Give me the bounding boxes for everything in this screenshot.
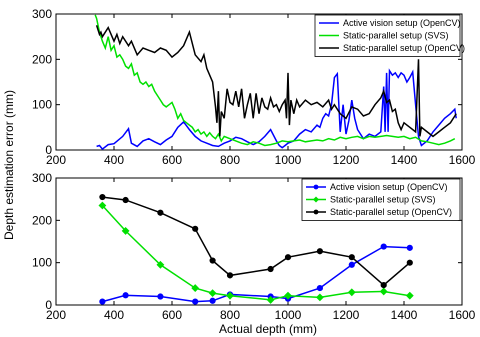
data-point-marker <box>98 201 107 210</box>
data-point-marker <box>122 292 129 299</box>
x-tick-label: 800 <box>220 308 240 322</box>
data-point-marker <box>284 291 292 300</box>
legend-entry-label: Static-parallel setup (SVS) <box>343 31 449 41</box>
data-point-marker <box>191 284 200 292</box>
legend-marker <box>313 184 319 190</box>
x-tick-label: 600 <box>162 153 182 167</box>
x-tick-label: 400 <box>104 153 124 167</box>
x-axis-label: Actual depth (mm) <box>219 322 317 336</box>
legend-entry-label: Static-parallel setup (OpenCV) <box>343 43 465 53</box>
x-tick-label: 1400 <box>391 153 418 167</box>
legend: Active vision setup (OpenCV) Static-paral… <box>314 14 465 57</box>
data-point-marker <box>380 282 387 289</box>
data-point-marker <box>405 291 414 300</box>
series-line-1 <box>94 14 456 147</box>
data-point-marker <box>156 260 165 269</box>
data-point-marker <box>226 272 234 279</box>
y-tick-label: 100 <box>32 98 52 112</box>
x-tick-label: 600 <box>162 308 182 322</box>
data-point-marker <box>226 291 234 300</box>
x-tick-label: 200 <box>46 153 66 167</box>
data-point-marker <box>192 225 199 232</box>
data-point-marker <box>406 244 413 251</box>
data-point-marker <box>209 257 216 264</box>
x-tick-label: 1400 <box>391 308 418 322</box>
x-tick-label: 800 <box>220 153 240 167</box>
series-line-0 <box>96 68 457 151</box>
legend-box <box>314 14 461 57</box>
legend-box <box>301 178 461 221</box>
data-point-marker <box>192 298 199 305</box>
data-point-marker <box>121 227 130 235</box>
series-line-2 <box>102 196 411 287</box>
data-point-marker <box>208 289 217 298</box>
y-tick-label: 300 <box>32 171 52 185</box>
bottom-plot-panel: 200 400 600 800 1000 1200 1400 1600 0 100 200 300 Ac… <box>32 171 476 322</box>
data-point-marker <box>284 254 292 261</box>
y-tick-label: 300 <box>32 7 52 21</box>
data-point-marker <box>347 288 356 297</box>
series-line-2 <box>95 25 457 138</box>
data-point-marker <box>99 193 106 201</box>
x-tick-label: 1200 <box>333 308 360 322</box>
data-point-marker <box>157 209 164 216</box>
data-point-marker <box>316 248 323 255</box>
y-tick-label: 0 <box>45 298 52 312</box>
legend-marker <box>313 196 319 203</box>
data-point-marker <box>348 261 355 268</box>
data-point-marker <box>157 293 164 300</box>
top-plot-panel: 200 400 600 800 1000 1200 1400 1600 0 100 200 300 Ac… <box>32 7 476 167</box>
legend-marker <box>313 209 319 215</box>
y-tick-label: 200 <box>32 52 52 66</box>
x-tick-label: 1000 <box>275 308 302 322</box>
data-point-marker <box>266 296 275 304</box>
data-point-marker <box>209 297 216 304</box>
x-tick-label: 200 <box>46 308 66 322</box>
y-tick-label: 0 <box>45 143 52 157</box>
data-point-marker <box>406 259 413 266</box>
data-point-marker <box>348 254 355 261</box>
data-point-marker <box>380 243 387 250</box>
legend: Active vision setup (OpenCV) Static-paral… <box>301 178 461 221</box>
x-tick-label: 1200 <box>333 153 360 167</box>
data-point-marker <box>122 196 129 204</box>
x-tick-label: 1600 <box>449 153 476 167</box>
legend-entry-label: Static-parallel setup (OpenCV) <box>330 207 452 217</box>
y-tick-label: 100 <box>32 256 52 270</box>
x-tick-label: 1000 <box>275 153 302 167</box>
y-axis-label: Depth estimation error (mm) <box>2 90 16 240</box>
data-point-marker <box>267 265 274 273</box>
data-point-marker <box>99 298 106 305</box>
legend-entry-label: Active vision setup (OpenCV) <box>343 18 461 28</box>
data-point-marker <box>379 287 388 296</box>
legend-entry-label: Active vision setup (OpenCV) <box>330 182 448 192</box>
legend-entry-label: Static-parallel setup (SVS) <box>330 195 436 205</box>
x-tick-label: 400 <box>104 308 124 322</box>
data-point-marker <box>316 284 323 292</box>
data-point-marker <box>315 293 324 302</box>
series-line-1 <box>101 204 410 301</box>
y-tick-label: 200 <box>32 213 52 227</box>
x-tick-label: 1600 <box>449 308 476 322</box>
